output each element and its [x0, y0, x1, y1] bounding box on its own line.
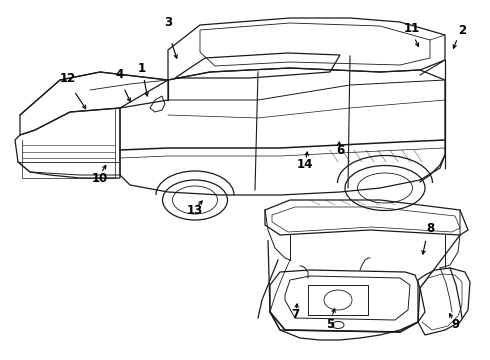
Text: 8: 8	[426, 221, 434, 234]
Text: 1: 1	[138, 62, 146, 75]
Text: 10: 10	[92, 171, 108, 184]
Text: 11: 11	[404, 22, 420, 35]
Text: 14: 14	[297, 158, 313, 171]
Text: 7: 7	[291, 309, 299, 321]
Text: 4: 4	[116, 68, 124, 81]
Text: 6: 6	[336, 144, 344, 157]
Text: 5: 5	[326, 319, 334, 332]
Text: 2: 2	[458, 23, 466, 36]
Text: 13: 13	[187, 203, 203, 216]
Text: 3: 3	[164, 15, 172, 28]
Text: 9: 9	[451, 319, 459, 332]
Text: 12: 12	[60, 72, 76, 85]
